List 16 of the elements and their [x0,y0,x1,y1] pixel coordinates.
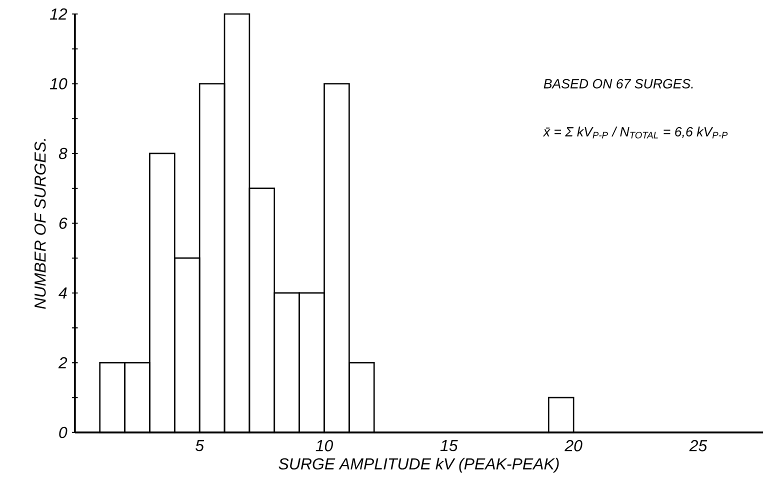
x-tick-label: 15 [440,440,458,451]
y-tick-label: 0 [59,426,68,438]
x-tick-label: 25 [689,440,708,452]
y-tick-label: 2 [58,356,68,368]
y-tick-label: 8 [58,148,68,159]
y-tick-label: 10 [50,78,68,90]
x-tick-label: 5 [195,440,204,451]
x-tick-label: 10 [316,440,333,452]
annotation: x̄ = Σ kV$_{P-P}$ / N$_{TOTAL}$ = 6,6 kV$_{P-P}$ [542,126,728,138]
y-tick-label: 4 [58,287,67,298]
x-tick-label: 20 [564,440,582,452]
y-tick-label: 12 [50,8,68,20]
y-tick-label: 6 [59,217,68,229]
x-axis-title: SURGE AMPLITUDE kV (PEAK-PEAK) [278,458,559,472]
y-axis-title: NUMBER OF SURGES. [34,138,46,309]
annotation: BASED ON 67 SURGES. [544,78,693,88]
